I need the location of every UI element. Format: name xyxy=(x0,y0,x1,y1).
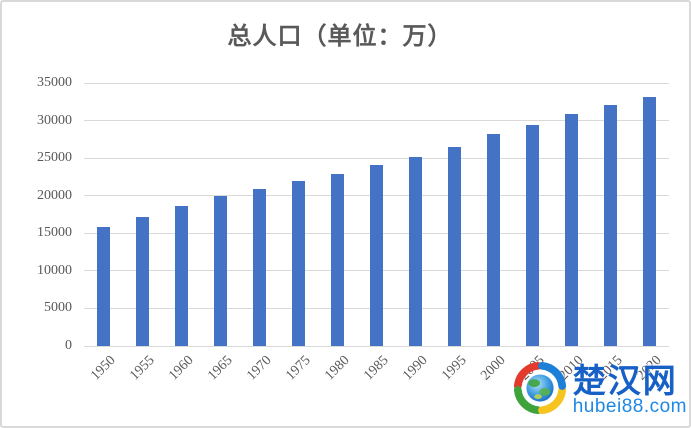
bar-2020 xyxy=(643,97,656,346)
y-axis-tick-label: 35000 xyxy=(37,75,72,90)
x-axis-tick-label: 1980 xyxy=(321,353,353,384)
bar-1950 xyxy=(97,226,110,346)
gridline xyxy=(84,120,669,122)
gridline xyxy=(84,157,669,159)
chart-title: 总人口（单位：万） xyxy=(227,24,453,50)
bar-1970 xyxy=(253,188,266,346)
bar-1960 xyxy=(175,205,188,346)
bar-1955 xyxy=(136,216,149,346)
x-axis-tick-label: 1995 xyxy=(438,353,470,384)
bar-1975 xyxy=(292,181,305,346)
bar-1980 xyxy=(331,173,344,346)
bar-2015 xyxy=(604,104,617,346)
y-axis-tick-label: 30000 xyxy=(37,112,72,128)
y-axis-tick-label: 10000 xyxy=(37,262,72,278)
globe-swirl-icon xyxy=(509,357,571,424)
watermark: 楚汉网 hubei88.com xyxy=(509,357,687,424)
x-axis-tick-label: 1960 xyxy=(165,353,197,384)
x-axis-tick-label: 1970 xyxy=(243,353,275,384)
watermark-site-name: 楚汉网 xyxy=(572,362,678,399)
bar-1990 xyxy=(409,156,422,346)
x-axis-tick-label: 2000 xyxy=(477,353,509,384)
y-axis-tick-label: 5000 xyxy=(44,300,72,316)
y-axis-tick-label: 15000 xyxy=(37,225,72,241)
bar-1995 xyxy=(448,146,461,346)
x-axis-tick-label: 1985 xyxy=(360,353,392,384)
gridline xyxy=(84,345,669,347)
y-axis-tick-label: 0 xyxy=(65,338,72,353)
y-axis-tick-label: 20000 xyxy=(37,187,72,203)
gridline xyxy=(84,82,669,84)
x-axis-tick-label: 1990 xyxy=(399,353,431,384)
bar-2010 xyxy=(565,113,578,346)
watermark-site-domain: hubei88.com xyxy=(572,396,687,417)
bar-2005 xyxy=(526,124,539,346)
x-axis-tick-label: 1955 xyxy=(126,353,158,384)
bar-1985 xyxy=(370,165,383,346)
y-axis-tick-label: 25000 xyxy=(37,150,72,166)
x-axis-tick-label: 1965 xyxy=(204,353,236,384)
bar-2000 xyxy=(487,134,500,346)
x-axis-tick-label: 1975 xyxy=(282,353,314,384)
bar-1965 xyxy=(214,195,227,346)
x-axis-tick-label: 1950 xyxy=(87,353,119,384)
